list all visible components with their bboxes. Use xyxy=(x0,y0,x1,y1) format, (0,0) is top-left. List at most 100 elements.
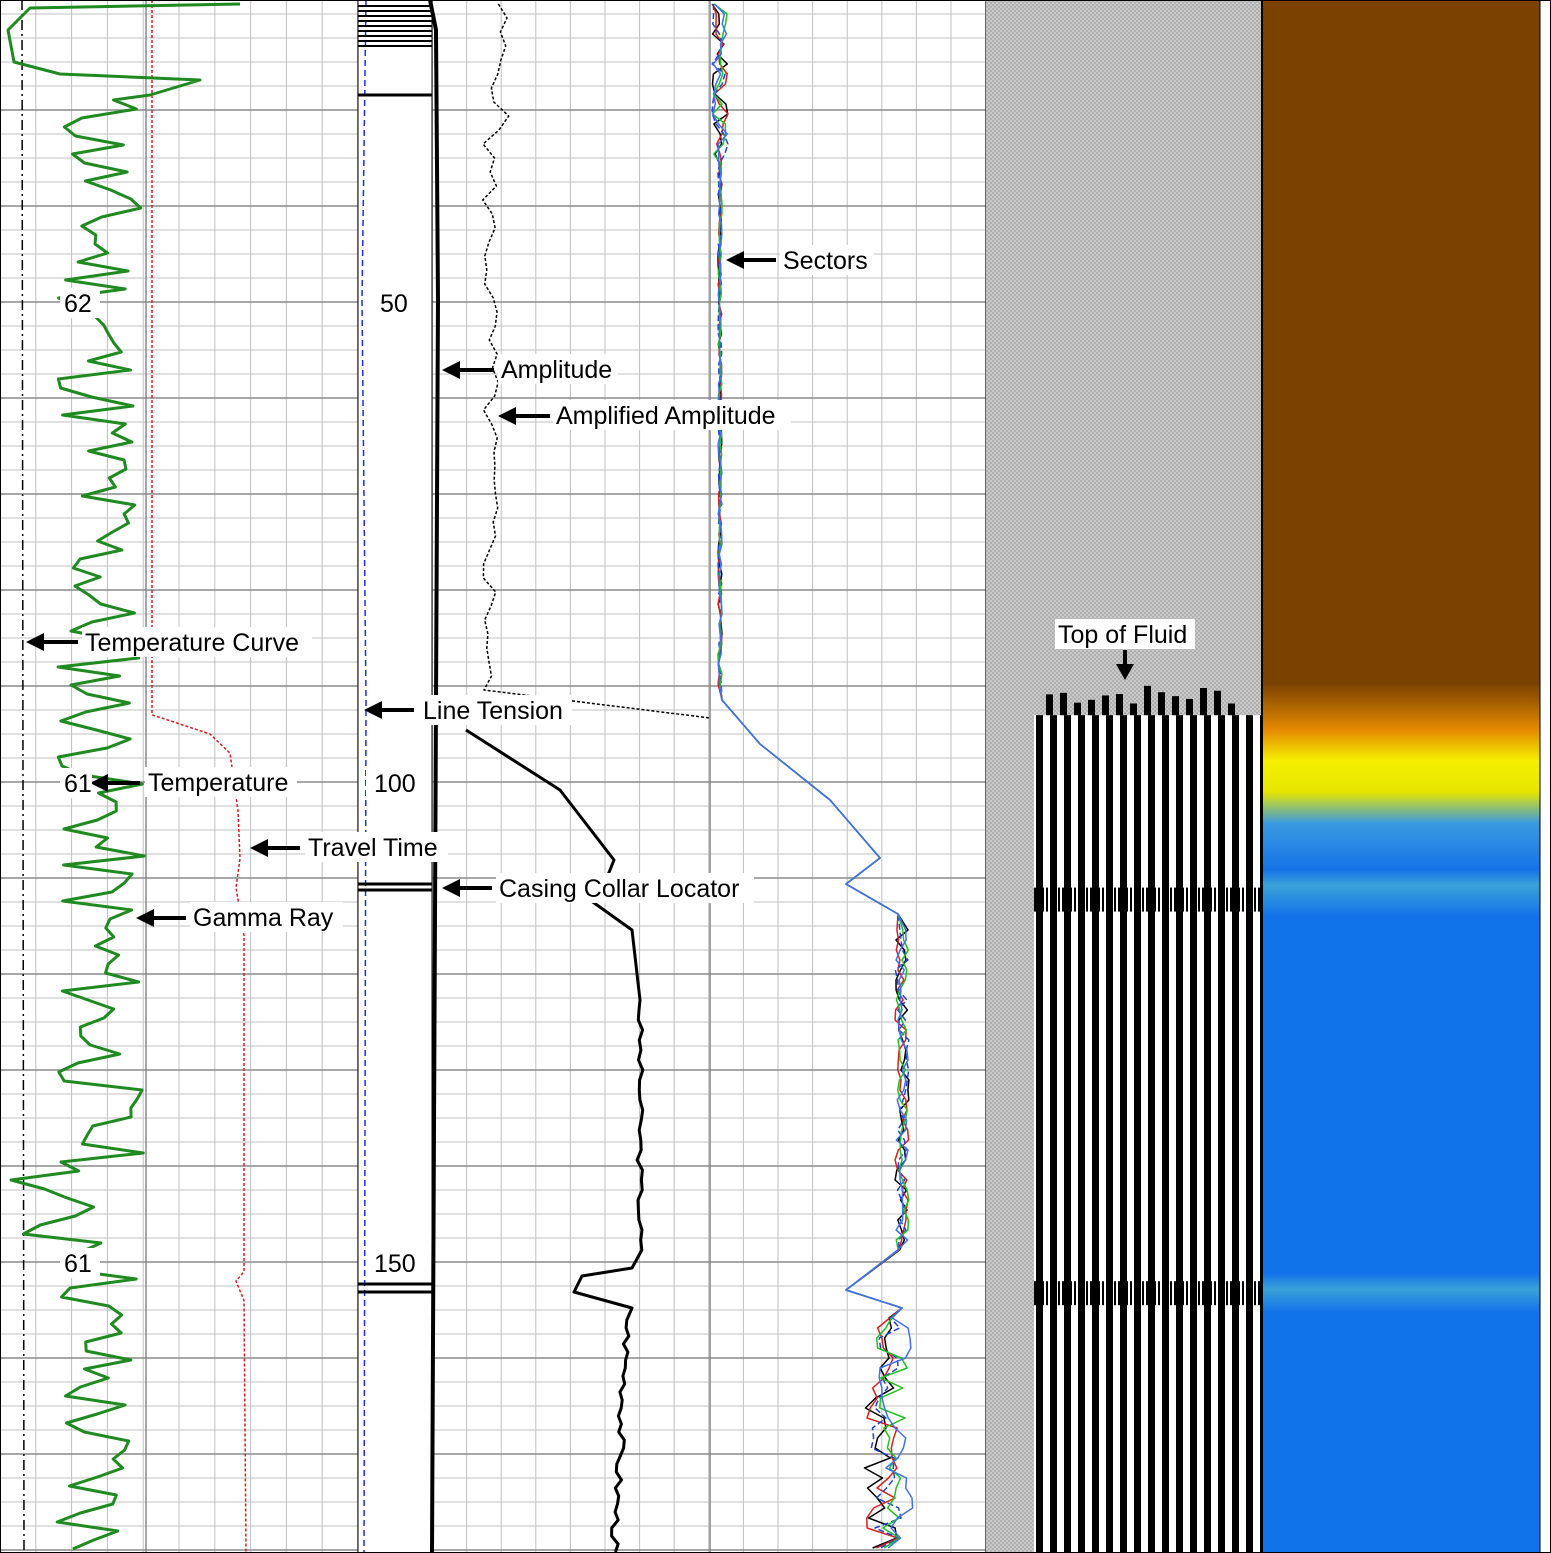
waveform-peak xyxy=(1060,692,1067,716)
waveform-disturbance xyxy=(1146,1281,1148,1306)
waveform-disturbance xyxy=(1170,1281,1172,1306)
waveform-disturbance xyxy=(1102,1281,1104,1306)
waveform-disturbance xyxy=(1190,887,1192,912)
waveform-disturbance xyxy=(1078,887,1080,912)
arrow-temperature-curve-head xyxy=(26,633,44,651)
temperature-curve xyxy=(21,0,25,1553)
waveform-disturbance xyxy=(1166,1281,1168,1306)
waveform-disturbance xyxy=(1038,1281,1040,1306)
waveform-disturbance xyxy=(1186,887,1188,912)
waveform-peak xyxy=(1130,703,1137,716)
waveform-disturbance xyxy=(1054,887,1056,912)
waveform-disturbance xyxy=(1090,887,1092,912)
waveform-disturbance xyxy=(1146,887,1148,912)
waveform-disturbance xyxy=(1210,1281,1212,1306)
log-curves xyxy=(6,0,914,1553)
depth-labels: 50 100 150 62 61 61 xyxy=(60,288,420,1278)
waveform-disturbance xyxy=(1078,1281,1080,1306)
waveform-disturbance xyxy=(1074,1281,1076,1306)
arrow-temperature-head xyxy=(90,774,108,792)
waveform-disturbance xyxy=(1094,887,1096,912)
waveform-disturbance xyxy=(1138,1281,1140,1306)
waveform-disturbance xyxy=(1158,887,1160,912)
sector-curve xyxy=(712,3,910,1549)
waveform-peak xyxy=(1074,702,1081,716)
waveform-disturbance xyxy=(1170,887,1172,912)
waveform-disturbance xyxy=(1062,887,1064,912)
waveform-disturbance xyxy=(1046,887,1048,912)
waveform-track xyxy=(986,0,1262,1553)
waveform-disturbance xyxy=(1142,1281,1144,1306)
label-bg xyxy=(1055,619,1195,649)
depth-label-bg xyxy=(366,1248,420,1278)
waveform-disturbance xyxy=(1254,1281,1256,1306)
depth-label-bg xyxy=(366,768,420,798)
waveform-disturbance xyxy=(1066,887,1068,912)
waveform-peak xyxy=(1158,692,1165,716)
waveform-disturbance xyxy=(1242,1281,1244,1306)
label-bg xyxy=(305,832,448,862)
label-travel-time: Travel Time xyxy=(308,834,438,862)
label-amplitude: Amplitude xyxy=(501,356,612,384)
waveform-disturbance xyxy=(1142,887,1144,912)
casing-collar-locator-curve xyxy=(465,728,645,1553)
waveform-disturbance xyxy=(1186,1281,1188,1306)
waveform-disturbance xyxy=(1214,887,1216,912)
waveform-disturbance xyxy=(1166,887,1168,912)
waveform-disturbance xyxy=(1086,1281,1088,1306)
waveform-disturbance xyxy=(1062,1281,1064,1306)
waveform-disturbance xyxy=(1034,887,1036,912)
waveform-peak xyxy=(1144,685,1151,716)
waveform-disturbance xyxy=(1126,887,1128,912)
sector-curve xyxy=(711,3,914,1549)
label-bg xyxy=(82,627,312,657)
map-image xyxy=(1262,0,1540,1553)
waveform-disturbance xyxy=(1230,1281,1232,1306)
waveform-disturbance xyxy=(1210,887,1212,912)
waveform-disturbance xyxy=(1058,1281,1060,1306)
amplified-amplitude-curve xyxy=(482,3,711,719)
depth-label-50: 50 xyxy=(380,290,408,318)
waveform-disturbance xyxy=(1222,887,1224,912)
waveform-disturbance xyxy=(1250,887,1252,912)
waveform-disturbance xyxy=(1242,887,1244,912)
annotation-labels: Sectors Amplitude Amplified Amplitude Te… xyxy=(82,245,1195,932)
waveform-disturbance xyxy=(1154,1281,1156,1306)
arrow-casing-collar-locator-head xyxy=(442,879,460,897)
waveform-disturbance xyxy=(1250,1281,1252,1306)
waveform-disturbance xyxy=(1118,887,1120,912)
waveform-disturbance xyxy=(1138,887,1140,912)
gamma-ray-curve xyxy=(6,2,241,1551)
waveform-disturbance xyxy=(1122,1281,1124,1306)
waveform-disturbance xyxy=(1134,1281,1136,1306)
label-gamma-ray: Gamma Ray xyxy=(193,904,334,932)
waveform-disturbance xyxy=(1194,1281,1196,1306)
waveform-disturbance xyxy=(1150,1281,1152,1306)
label-bg xyxy=(780,245,874,275)
arrow-travel-time-head xyxy=(250,839,268,857)
waveform-disturbance xyxy=(1198,1281,1200,1306)
arrow-sectors-head xyxy=(726,251,744,269)
map-track xyxy=(1261,0,1541,1553)
depth-label-150: 150 xyxy=(374,1250,416,1278)
label-sectors: Sectors xyxy=(783,247,868,275)
waveform-disturbance xyxy=(1258,1281,1260,1306)
temp-scale-label-61a: 61 xyxy=(64,770,92,798)
depth-label-100: 100 xyxy=(374,770,416,798)
temp-scale-bg xyxy=(60,288,100,318)
sector-curve xyxy=(711,3,910,1549)
waveform-disturbance xyxy=(1234,887,1236,912)
waveform-disturbance xyxy=(1162,887,1164,912)
waveform-disturbance xyxy=(1082,1281,1084,1306)
waveform-disturbance xyxy=(1182,1281,1184,1306)
waveform-disturbance xyxy=(1174,887,1176,912)
waveform-disturbance xyxy=(1150,887,1152,912)
waveform-disturbance xyxy=(1154,887,1156,912)
waveform-disturbance xyxy=(1050,1281,1052,1306)
waveform-disturbance xyxy=(1222,1281,1224,1306)
waveform-disturbance xyxy=(1218,887,1220,912)
waveform-disturbance xyxy=(1206,887,1208,912)
waveform-disturbance xyxy=(1214,1281,1216,1306)
waveform-disturbance xyxy=(1070,1281,1072,1306)
